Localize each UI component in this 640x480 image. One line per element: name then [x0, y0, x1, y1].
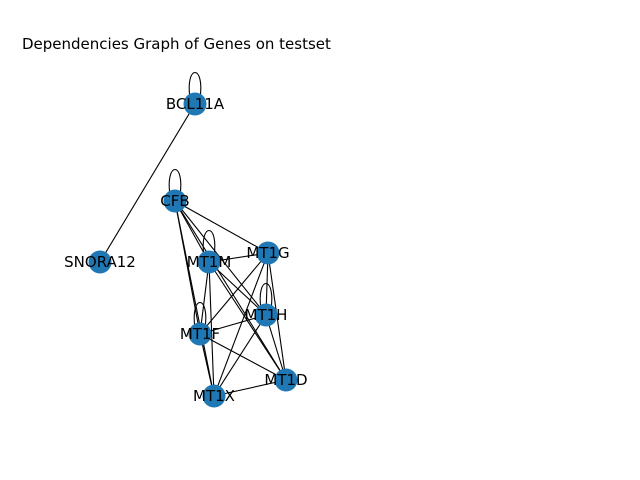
edge-mt1x-mt1d	[213, 379, 287, 397]
edge-cfb-mt1g	[174, 200, 269, 254]
edge-mt1f-mt1d	[199, 333, 287, 381]
node-bcl11a	[183, 92, 207, 116]
node-mt1f	[188, 322, 212, 346]
self-loop-mt1m	[202, 229, 216, 257]
edge-mt1m-mt1d	[208, 261, 287, 381]
chart-title: Dependencies Graph of Genes on testset	[22, 35, 331, 53]
node-mt1d	[274, 368, 298, 392]
edge-cfb-mt1x	[174, 200, 215, 397]
node-label-mt1x: MT1X	[193, 387, 235, 405]
node-label-snora12: SNORA12	[64, 253, 136, 271]
edge-cfb-mt1d	[174, 200, 287, 381]
node-cfb	[163, 189, 187, 213]
node-label-mt1g: MT1G	[246, 244, 289, 262]
self-loop-bcl11a	[188, 71, 202, 99]
node-label-mt1m: MT1M	[187, 253, 232, 271]
node-snora12	[88, 250, 112, 274]
node-label-mt1d: MT1D	[264, 371, 307, 389]
node-label-cfb: CFB	[160, 192, 189, 210]
edges-layer	[99, 71, 287, 397]
edge-mt1g-mt1x	[213, 252, 269, 397]
node-mt1h	[254, 303, 278, 327]
self-loop-cfb	[168, 168, 182, 196]
node-label-bcl11a: BCL11A	[166, 95, 225, 113]
node-mt1g	[256, 241, 280, 265]
edge-mt1g-mt1f	[199, 252, 269, 335]
self-loop-mt1h	[259, 282, 273, 310]
node-mt1x	[202, 384, 226, 408]
edge-mt1m-mt1x	[208, 261, 215, 397]
nodes-layer	[88, 92, 298, 408]
labels-layer: BCL11A CFB SNORA12 MT1M MT1G MT1H MT1F MT1D MT1X	[64, 95, 307, 405]
edge-bcl11a-snora12	[99, 103, 196, 263]
self-loop-mt1f	[193, 301, 207, 329]
edge-mt1m-mt1f	[199, 261, 210, 335]
node-mt1m	[197, 250, 221, 274]
edge-cfb-mt1h	[174, 200, 267, 316]
node-label-mt1h: MT1H	[245, 306, 288, 324]
node-label-mt1f: MT1F	[180, 325, 220, 343]
